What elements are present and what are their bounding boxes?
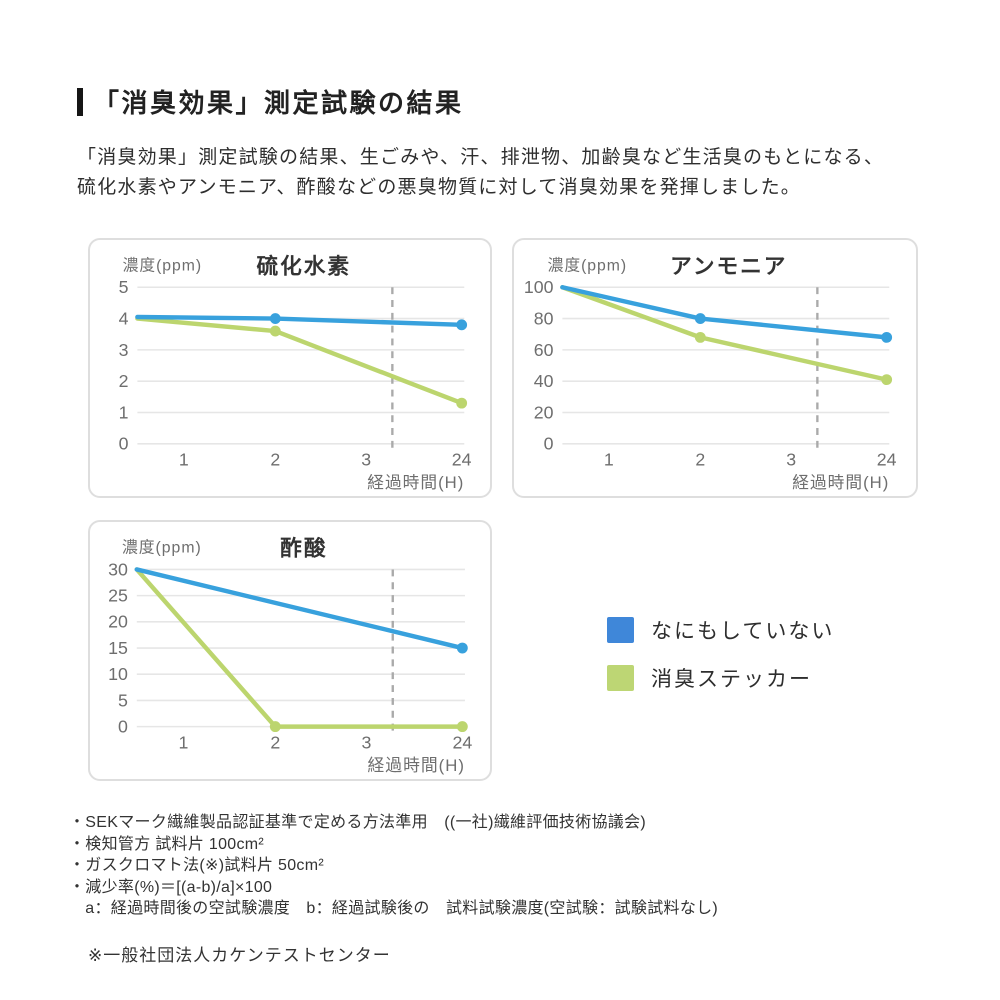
legend-label-untreated: なにもしていない	[651, 620, 835, 643]
x-tick-label: 3	[786, 449, 796, 469]
chart-title: 硫化水素	[257, 253, 352, 278]
y-axis-label: 濃度(ppm)	[548, 257, 628, 275]
x-tick-label: 2	[270, 732, 280, 752]
series-line	[560, 285, 889, 340]
y-tick-label: 40	[534, 371, 554, 391]
intro-line-1: 「消臭効果」測定試験の結果、生ごみや、汗、排泄物、加齢臭など生活臭のもとになる、	[77, 147, 885, 168]
x-tick-label: 2	[695, 449, 705, 469]
y-tick-label: 1	[119, 402, 129, 422]
intro-line-2: 硫化水素やアンモニア、酢酸などの悪臭物質に対して消臭効果を発揮しました。	[77, 176, 801, 198]
page-title-row: 「消臭効果」測定試験の結果	[77, 83, 464, 120]
y-tick-label: 30	[108, 559, 128, 579]
data-point-marker	[881, 331, 893, 343]
page-title: 「消臭効果」測定試験の結果	[93, 88, 464, 118]
x-tick-label: 1	[604, 449, 614, 469]
x-tick-label: 24	[452, 732, 472, 752]
y-tick-label: 10	[108, 664, 128, 684]
chart-card-hydrogen-sulfide: 5 4 3 2 1 0 1 2 3 24 濃度(ppm) 硫化水素経過時間(H)	[88, 238, 492, 498]
y-tick-label: 15	[108, 638, 128, 658]
chart-legend: なにもしていない 消臭ステッカー	[607, 615, 834, 711]
data-point-marker	[694, 331, 706, 343]
x-axis-label: 経過時間(H)	[367, 473, 464, 492]
data-point-marker	[881, 374, 893, 386]
y-tick-label: 0	[118, 717, 128, 737]
y-tick-label: 2	[119, 371, 129, 391]
x-tick-label: 2	[270, 449, 280, 469]
y-tick-label: 60	[534, 340, 554, 360]
footnote-line: ・検知管方 試料片 100cm²	[69, 835, 265, 853]
x-tick-label: 3	[361, 449, 371, 469]
y-tick-label: 0	[544, 434, 554, 454]
y-tick-label: 25	[108, 586, 128, 606]
y-tick-label: 5	[118, 690, 128, 710]
legend-label-deodorant-sticker: 消臭ステッカー	[651, 668, 812, 691]
y-tick-label: 20	[534, 402, 554, 422]
x-axis-label: 経過時間(H)	[792, 473, 889, 492]
legend-item-untreated: なにもしていない	[607, 615, 834, 645]
data-point-marker	[269, 721, 281, 733]
data-point-marker	[694, 313, 706, 324]
x-axis-label: 経過時間(H)	[368, 756, 465, 775]
data-point-marker	[456, 721, 468, 733]
data-point-marker	[269, 313, 281, 324]
y-tick-label: 80	[534, 308, 554, 328]
footnote-line: ・SEKマーク繊維製品認証基準で定める方法準用 ((一社)繊維評価技術協議会)	[69, 814, 647, 831]
y-tick-label: 0	[119, 434, 129, 454]
y-tick-label: 5	[119, 277, 129, 297]
x-tick-label: 3	[362, 732, 372, 752]
title-accent-bar	[77, 87, 83, 116]
chart-title: 酢酸	[280, 536, 327, 561]
chart-card-acetic-acid: 30 25 20 15 10 5 0 1 2 3 24 濃度(ppm) 酢酸経過時間(H)	[88, 520, 492, 781]
footnotes: ・SEKマーク繊維製品認証基準で定める方法準用 ((一社)繊維評価技術協議会) …	[69, 812, 718, 920]
y-tick-label: 3	[119, 340, 129, 360]
x-tick-label: 1	[179, 449, 189, 469]
y-axis-label: 濃度(ppm)	[123, 257, 203, 275]
legend-item-deodorant-sticker: 消臭ステッカー	[607, 663, 834, 693]
data-point-marker	[456, 397, 468, 409]
intro-text: 「消臭効果」測定試験の結果、生ごみや、汗、排泄物、加齢臭など生活臭のもとになる、…	[77, 143, 884, 202]
y-tick-label: 4	[119, 308, 129, 328]
chart-title: アンモニア	[670, 253, 787, 278]
series-line	[135, 316, 464, 406]
legend-swatch-blue	[607, 617, 634, 643]
source-note: ※一般社団法人カケンテストセンター	[88, 946, 391, 965]
footnote-line: ・ガスクロマト法(※)試料片 50cm²	[69, 857, 324, 874]
x-tick-label: 24	[452, 449, 472, 469]
data-point-marker	[456, 642, 468, 654]
y-axis-label: 濃度(ppm)	[122, 539, 202, 557]
data-point-marker	[456, 319, 468, 331]
y-tick-label: 20	[108, 612, 128, 632]
data-point-marker	[269, 325, 281, 337]
footnote-line: ・減少率(%)＝[(a-b)/a]×100	[69, 878, 273, 896]
x-tick-label: 24	[877, 449, 897, 469]
legend-swatch-green	[607, 665, 634, 691]
chart-card-ammonia: 100 80 60 40 20 0 1 2 3 24 濃度(ppm) アンモニア経過時間(H)	[512, 238, 918, 498]
series-line	[134, 567, 465, 651]
x-tick-label: 1	[178, 732, 188, 752]
footnote-line: a：経過時間後の空試験濃度 b：経過試験後の 試料試験濃度(空試験：試験試料なし…	[69, 900, 719, 917]
y-tick-label: 100	[524, 277, 554, 297]
